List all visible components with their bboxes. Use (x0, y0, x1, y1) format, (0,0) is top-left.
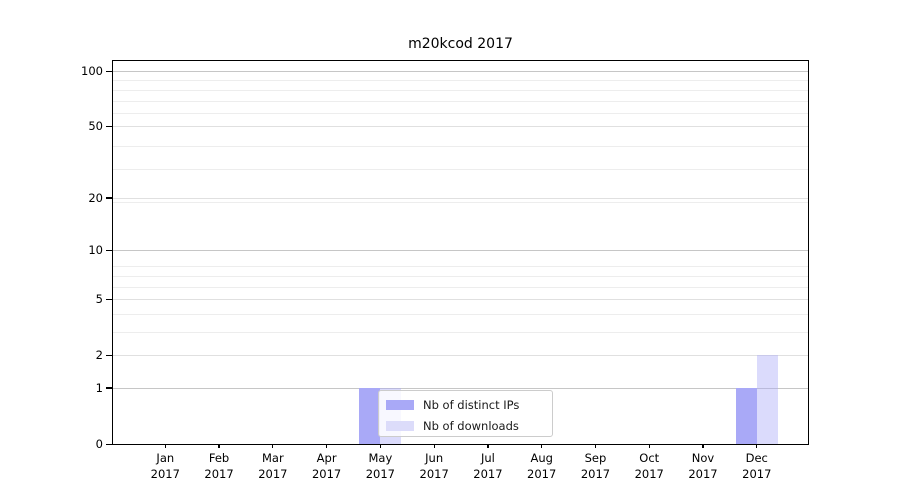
x-axis-tick (326, 444, 328, 448)
y-tick-label: 1 (95, 380, 103, 395)
legend-item-downloads: Nb of downloads (386, 419, 519, 433)
legend-item-distinct-ips: Nb of distinct IPs (386, 398, 520, 412)
gridline-minor (113, 286, 808, 288)
y-axis-tick (106, 354, 113, 356)
x-axis-tick (756, 444, 758, 448)
x-axis-tick (218, 444, 220, 448)
x-axis-tick (541, 444, 543, 448)
gridline-minor (113, 313, 808, 315)
x-axis-tick (702, 444, 704, 448)
gridline-major (113, 197, 808, 199)
x-tick-label: Feb 2017 (204, 451, 234, 481)
y-tick-label: 20 (88, 190, 103, 205)
gridline-minor (113, 80, 808, 82)
x-axis-tick (433, 444, 435, 448)
x-axis-tick (379, 444, 381, 448)
y-axis-tick (106, 443, 113, 445)
bar-distinct-ips-may (359, 387, 381, 444)
gridline-major (113, 71, 808, 72)
gridline-minor (113, 169, 808, 171)
x-axis-tick (164, 444, 166, 448)
y-tick-label: 100 (81, 64, 103, 78)
x-tick-label: Jul 2017 (473, 451, 503, 481)
x-axis-tick (594, 444, 597, 448)
legend-label-distinct-ips: Nb of distinct IPs (423, 398, 520, 412)
y-axis-tick (106, 387, 113, 389)
gridline-major (113, 387, 808, 389)
y-tick-label: 2 (95, 348, 103, 363)
x-tick-label: Dec 2017 (742, 451, 772, 481)
x-axis-tick (487, 444, 489, 448)
y-axis-tick (106, 197, 113, 199)
x-tick-label: Nov 2017 (688, 451, 718, 481)
y-tick-label: 50 (88, 119, 103, 134)
gridline-minor (113, 201, 808, 203)
gridline-minor (113, 113, 808, 115)
y-tick-label: 0 (95, 437, 103, 451)
x-tick-label: Oct 2017 (634, 451, 664, 481)
y-axis-tick (106, 125, 113, 127)
x-tick-label: Sep 2017 (580, 451, 611, 481)
gridline-major (113, 126, 808, 128)
gridline-minor (113, 331, 808, 333)
gridline-minor (113, 145, 808, 147)
y-tick-label: 10 (88, 243, 103, 258)
x-axis-tick (272, 444, 274, 448)
gridline-minor (113, 100, 808, 102)
plot-area (112, 60, 809, 445)
x-tick-label: Jan 2017 (150, 451, 180, 481)
chart-title: m20kcod 2017 (408, 36, 513, 52)
bar-downloads-dec (756, 355, 778, 444)
y-axis-tick (106, 298, 113, 300)
x-tick-label: Apr 2017 (311, 451, 342, 481)
x-tick-label: Mar 2017 (258, 451, 288, 481)
gridline-minor (113, 89, 808, 91)
legend-label-downloads: Nb of downloads (423, 419, 519, 433)
gridline-major (113, 299, 808, 301)
bar-distinct-ips-dec (735, 387, 757, 444)
x-tick-label: Aug 2017 (527, 451, 557, 481)
gridline-minor (113, 275, 808, 277)
legend: Nb of distinct IPs Nb of downloads (378, 390, 553, 437)
gridline-minor (113, 266, 808, 268)
x-axis-tick (648, 444, 650, 448)
y-axis-tick (106, 249, 113, 251)
y-axis-tick (106, 70, 113, 72)
y-tick-label: 5 (95, 292, 103, 307)
legend-swatch-downloads-icon (386, 421, 414, 431)
x-tick-label: Jun 2017 (419, 451, 449, 481)
gridline-major (113, 355, 808, 357)
gridline-major (113, 250, 808, 252)
x-tick-label: May 2017 (365, 451, 396, 481)
legend-swatch-distinct-ips-icon (386, 400, 414, 410)
